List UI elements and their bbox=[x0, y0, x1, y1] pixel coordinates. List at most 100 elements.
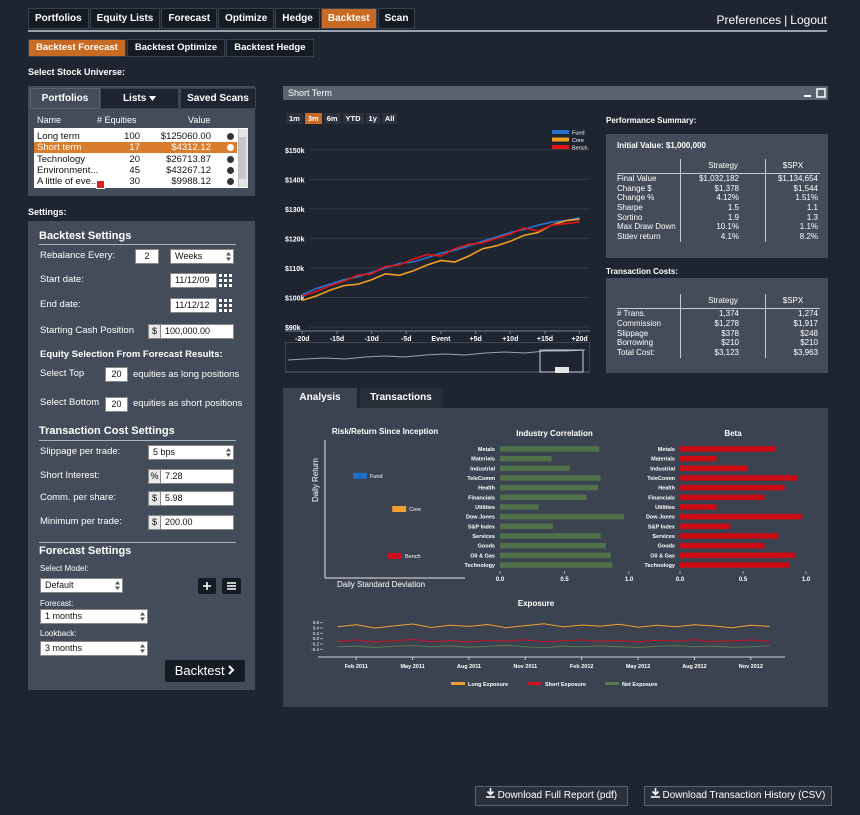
sub-tab[interactable]: Backtest Optimize bbox=[126, 39, 226, 57]
date-input[interactable]: 11/12/09 bbox=[170, 273, 217, 288]
universe-tab[interactable]: Portfolios bbox=[30, 88, 100, 109]
row-count: 17 bbox=[129, 142, 140, 154]
nav-tab[interactable]: Hedge bbox=[275, 8, 320, 29]
list-row[interactable]: Short term 17 $4312.12 bbox=[34, 142, 237, 154]
calendar-icon[interactable] bbox=[219, 299, 232, 312]
select[interactable]: 1 months bbox=[40, 609, 148, 624]
user-link[interactable]: Preferences bbox=[716, 13, 782, 27]
download-button[interactable]: Download Full Report (pdf) bbox=[475, 786, 628, 806]
universe-tab[interactable]: Lists bbox=[100, 88, 179, 109]
universe-tab[interactable]: Saved Scans bbox=[180, 88, 256, 109]
range-button[interactable]: All bbox=[381, 113, 398, 124]
list-row[interactable]: Long term 100 $125060.00 bbox=[34, 131, 237, 142]
field-label: Rebalance Every: bbox=[40, 250, 115, 261]
nav-tab[interactable]: Backtest bbox=[320, 8, 377, 29]
field-label: Select Top bbox=[40, 368, 85, 379]
row-value: $26713.87 bbox=[166, 153, 211, 165]
range-selector: 1m 3m 6m YTD 1y All bbox=[286, 113, 398, 124]
select-value: 1 months bbox=[45, 611, 83, 621]
range-button[interactable]: YTD bbox=[342, 113, 364, 124]
value-cell: $210 bbox=[765, 338, 820, 349]
nav-rule bbox=[28, 30, 827, 32]
text-input[interactable]: 200.00 bbox=[160, 515, 234, 530]
divider bbox=[39, 542, 236, 543]
value-cell: $3,123 bbox=[680, 348, 765, 358]
y-tick-label: $100k bbox=[285, 295, 305, 302]
table-row: Max Draw Down 10.1% 1.1% bbox=[617, 222, 820, 233]
number-input[interactable]: 20 bbox=[105, 367, 128, 382]
row-value: $9988.12 bbox=[171, 176, 211, 188]
value-cell: 1,274 bbox=[765, 309, 820, 319]
select-value: 5 bps bbox=[153, 447, 176, 457]
sub-tab[interactable]: Backtest Hedge bbox=[226, 39, 314, 57]
scroll-thumb[interactable] bbox=[239, 137, 246, 179]
text-input[interactable]: 5.98 bbox=[160, 491, 234, 506]
performance-panel bbox=[606, 134, 828, 258]
field-label: Starting Cash Position bbox=[40, 325, 134, 336]
value-cell: $1,378 bbox=[680, 183, 765, 194]
analysis-tab[interactable]: Analysis bbox=[283, 388, 357, 408]
y-tick-label: $120k bbox=[285, 236, 305, 243]
value-cell: $1,032,182 bbox=[680, 174, 765, 184]
text-input[interactable]: 7.28 bbox=[160, 469, 234, 484]
nav-tab[interactable]: Forecast bbox=[161, 8, 218, 29]
select-arrows bbox=[226, 252, 231, 261]
add-model-button[interactable] bbox=[198, 578, 216, 594]
value-cell: 1.3 bbox=[765, 212, 820, 223]
sub-tab[interactable]: Backtest Forecast bbox=[28, 39, 126, 57]
navigator[interactable] bbox=[285, 342, 590, 373]
row-label: Final Value bbox=[617, 174, 657, 183]
button-label: Download Transaction History (CSV) bbox=[662, 790, 826, 801]
value-cell: $3,963 bbox=[765, 348, 820, 358]
select[interactable]: Weeks bbox=[170, 249, 234, 264]
range-button[interactable]: 1y bbox=[365, 113, 380, 124]
chart-title: Short Term bbox=[288, 88, 332, 98]
field-label: Forecast: bbox=[40, 599, 74, 608]
row-count: 30 bbox=[129, 176, 140, 188]
select[interactable]: 3 months bbox=[40, 641, 148, 656]
user-link[interactable]: Logout bbox=[790, 13, 827, 27]
list-row[interactable]: Environment... 45 $43267.12 bbox=[34, 165, 237, 176]
list-row[interactable]: Technology 20 $26713.87 bbox=[34, 154, 237, 165]
number-input[interactable]: 2 bbox=[135, 249, 159, 264]
group-title: Forecast Settings bbox=[39, 545, 132, 557]
nav-tab[interactable]: Scan bbox=[377, 8, 416, 29]
range-button[interactable]: 3m bbox=[304, 113, 322, 124]
info-icon[interactable] bbox=[227, 166, 234, 174]
list-row[interactable]: A little of eve... 30 $9988.12 bbox=[34, 176, 237, 187]
section-label: Settings: bbox=[28, 207, 67, 217]
window-controls[interactable] bbox=[803, 88, 827, 98]
value-cell: $248 bbox=[765, 328, 820, 339]
select-arrows bbox=[140, 644, 145, 653]
date-input[interactable]: 11/12/12 bbox=[170, 298, 217, 313]
add-icon[interactable] bbox=[96, 180, 105, 189]
number-input[interactable]: 20 bbox=[105, 397, 128, 412]
header-cell bbox=[617, 159, 680, 173]
field-label: Start date: bbox=[40, 274, 84, 285]
download-button[interactable]: Download Transaction History (CSV) bbox=[644, 786, 832, 806]
column-header: # Equities bbox=[97, 115, 137, 125]
analysis-tabs: Analysis Transactions bbox=[283, 388, 442, 408]
info-icon[interactable] bbox=[227, 155, 234, 163]
select[interactable]: 5 bps bbox=[148, 445, 234, 460]
menu-button[interactable] bbox=[222, 578, 241, 594]
nav-tab[interactable]: Portfolios bbox=[28, 8, 89, 29]
y-tick-label: $90k bbox=[285, 325, 301, 332]
value-cell: $1,544 bbox=[765, 183, 820, 194]
analysis-tab[interactable]: Transactions bbox=[360, 388, 442, 408]
info-icon[interactable] bbox=[227, 178, 234, 186]
text-input[interactable]: 100,000.00 bbox=[160, 324, 234, 339]
range-button[interactable]: 6m bbox=[323, 113, 341, 124]
range-button[interactable]: 1m bbox=[286, 113, 303, 124]
value-cell: 4.1% bbox=[680, 232, 765, 242]
info-icon[interactable] bbox=[227, 133, 234, 140]
backtest-button[interactable]: Backtest bbox=[165, 660, 245, 682]
download-icon bbox=[650, 788, 660, 798]
column-header: Value bbox=[188, 115, 211, 125]
table-row: Change $ $1,378 $1,544 bbox=[617, 183, 820, 194]
info-icon[interactable] bbox=[227, 144, 234, 152]
nav-tab[interactable]: Optimize bbox=[218, 8, 275, 29]
calendar-icon[interactable] bbox=[219, 274, 232, 287]
select[interactable]: Default bbox=[40, 578, 123, 593]
nav-tab[interactable]: Equity Lists bbox=[89, 8, 161, 29]
